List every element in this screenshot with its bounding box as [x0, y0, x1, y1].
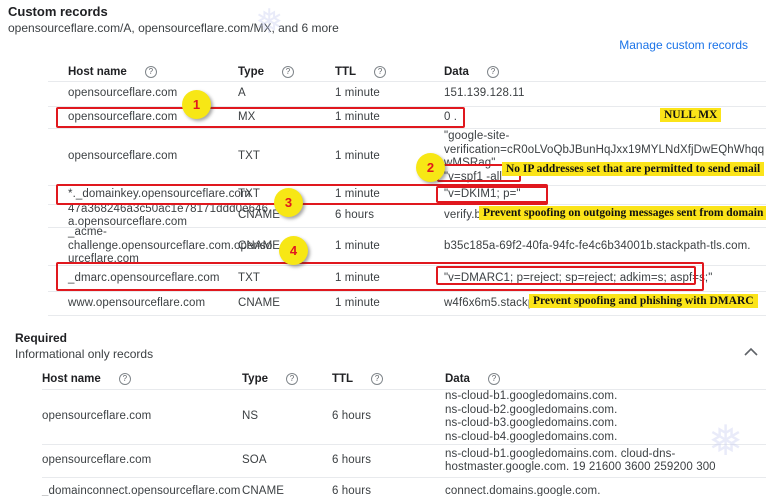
- annotation-label-spf-note: No IP addresses set that are permitted t…: [502, 162, 765, 176]
- annotation-circle-2: 2: [416, 153, 445, 182]
- col-type: Type?: [238, 65, 335, 78]
- table-row: opensourceflare.com SOA 6 hours ns-cloud-b1…: [42, 445, 766, 478]
- custom-records-subtitle: opensourceflare.com/A, opensourceflare.c…: [8, 21, 339, 35]
- table-row: _acme-challenge.opensourceflare.com.open…: [48, 226, 766, 266]
- help-icon[interactable]: ?: [486, 65, 499, 78]
- custom-records-table: Host name? Type? TTL? Data? opensourcefl…: [48, 62, 766, 316]
- type-cell: MX: [238, 110, 256, 123]
- required-table-header: Host name? Type? TTL? Data?: [42, 368, 766, 390]
- ttl-cell: 1 minute: [335, 271, 380, 284]
- required-title: Required: [15, 331, 68, 345]
- data-cell: "google-site-verification=cR0oLVoQbJBunH…: [444, 130, 765, 183]
- annotation-label-dmarc-note: Prevent spoofing and phishing with DMARC: [529, 294, 758, 308]
- host-cell: _domainconnect.opensourceflare.com: [42, 484, 241, 496]
- annotation-circle-4: 4: [279, 236, 308, 265]
- ttl-cell: 1 minute: [335, 110, 380, 123]
- data-cell: 0 .: [444, 110, 458, 123]
- required-subtitle: Informational only records: [15, 347, 154, 361]
- data-cell: ns-cloud-b1.googledomains.com. ns-cloud-b…: [445, 390, 618, 443]
- col-host-name: Host name?: [42, 372, 242, 385]
- annotation-label-dkim-note: Prevent spoofing on outgoing messages se…: [479, 206, 766, 220]
- required-table-rows: opensourceflare.com NS 6 hours ns-cloud-b1.…: [42, 390, 766, 496]
- ttl-cell: 6 hours: [335, 209, 375, 222]
- table-row: opensourceflare.com A 1 minute 151.139.128.…: [48, 82, 766, 107]
- type-cell: SOA: [242, 454, 267, 467]
- data-cell: connect.domains.google.com.: [445, 484, 601, 496]
- annotation-label-null-mx: NULL MX: [660, 108, 722, 122]
- table-row: _dmarc.opensourceflare.com TXT 1 minute "v=…: [48, 266, 766, 292]
- type-cell: CNAME: [242, 484, 285, 496]
- data-cell: "v=DKIM1; p=": [444, 188, 521, 201]
- col-data: Data?: [444, 65, 766, 78]
- col-data: Data?: [445, 372, 766, 385]
- annotation-circle-1: 1: [182, 90, 211, 119]
- col-ttl: TTL?: [332, 372, 445, 385]
- help-icon[interactable]: ?: [282, 65, 294, 78]
- host-cell: opensourceflare.com: [68, 150, 178, 163]
- table-row: _domainconnect.opensourceflare.com CNAME 6…: [42, 478, 766, 496]
- table-row: opensourceflare.com TXT 1 minute "google-si…: [48, 129, 766, 186]
- col-type: Type?: [242, 372, 332, 385]
- required-records-table: Host name? Type? TTL? Data? opensourcefl…: [42, 368, 766, 496]
- col-host-name: Host name?: [48, 65, 238, 78]
- host-cell: opensourceflare.com: [42, 410, 152, 423]
- host-cell: opensourceflare.com: [68, 87, 178, 100]
- type-cell: TXT: [238, 150, 261, 163]
- ttl-cell: 1 minute: [335, 296, 380, 309]
- ttl-cell: 1 minute: [335, 150, 380, 163]
- table-row: www.opensourceflare.com CNAME 1 minute w4f6…: [48, 292, 766, 316]
- type-cell: CNAME: [238, 296, 281, 309]
- help-icon[interactable]: ?: [371, 372, 384, 385]
- type-cell: A: [238, 87, 246, 100]
- custom-records-title: Custom records: [8, 4, 108, 19]
- host-cell: *._domainkey.opensourceflare.com: [68, 188, 251, 201]
- ttl-cell: 6 hours: [332, 410, 372, 423]
- data-cell: 151.139.128.11: [444, 87, 525, 100]
- ttl-cell: 1 minute: [335, 87, 380, 100]
- manage-custom-records-link[interactable]: Manage custom records: [619, 38, 748, 52]
- host-cell: _dmarc.opensourceflare.com: [68, 271, 220, 284]
- help-icon[interactable]: ?: [374, 65, 387, 78]
- help-icon[interactable]: ?: [487, 372, 500, 385]
- host-cell: 47a368246a3c50ac1e78171ddd0e646 a.opensou…: [68, 202, 269, 229]
- custom-table-header: Host name? Type? TTL? Data?: [48, 62, 766, 82]
- annotation-circle-3: 3: [274, 188, 303, 217]
- ttl-cell: 1 minute: [335, 239, 380, 252]
- type-cell: CNAME: [238, 239, 281, 252]
- help-icon[interactable]: ?: [286, 372, 298, 385]
- table-row: opensourceflare.com MX 1 minute 0 .: [48, 107, 766, 129]
- ttl-cell: 6 hours: [332, 484, 372, 496]
- type-cell: CNAME: [238, 209, 281, 222]
- type-cell: NS: [242, 410, 259, 423]
- custom-table-rows: opensourceflare.com A 1 minute 151.139.128.…: [48, 82, 766, 316]
- ttl-cell: 1 minute: [335, 188, 380, 201]
- data-cell: verify.b: [444, 209, 482, 222]
- table-row: opensourceflare.com NS 6 hours ns-cloud-b1.…: [42, 390, 766, 445]
- data-cell: "v=DMARC1; p=reject; sp=reject; adkim=s;…: [444, 271, 713, 284]
- data-cell: b35c185a-69f2-40fa-94fc-fe4c6b34001b.sta…: [444, 239, 751, 252]
- data-cell: ns-cloud-b1.googledomains.com. cloud-dns…: [445, 447, 716, 474]
- help-icon[interactable]: ?: [144, 65, 157, 78]
- table-row: 47a368246a3c50ac1e78171ddd0e646 a.opensou…: [48, 202, 766, 229]
- data-cell: w4f6x6m5.stackp: [444, 296, 535, 309]
- host-cell: opensourceflare.com: [68, 110, 178, 123]
- help-icon[interactable]: ?: [118, 372, 131, 385]
- host-cell: www.opensourceflare.com: [68, 296, 206, 309]
- host-cell: _acme-challenge.opensourceflare.com.open…: [68, 226, 273, 266]
- ttl-cell: 6 hours: [332, 454, 372, 467]
- type-cell: TXT: [238, 188, 261, 201]
- host-cell: opensourceflare.com: [42, 454, 152, 467]
- col-ttl: TTL?: [335, 65, 444, 78]
- collapse-chevron-up-icon[interactable]: [744, 343, 758, 361]
- type-cell: TXT: [238, 271, 261, 284]
